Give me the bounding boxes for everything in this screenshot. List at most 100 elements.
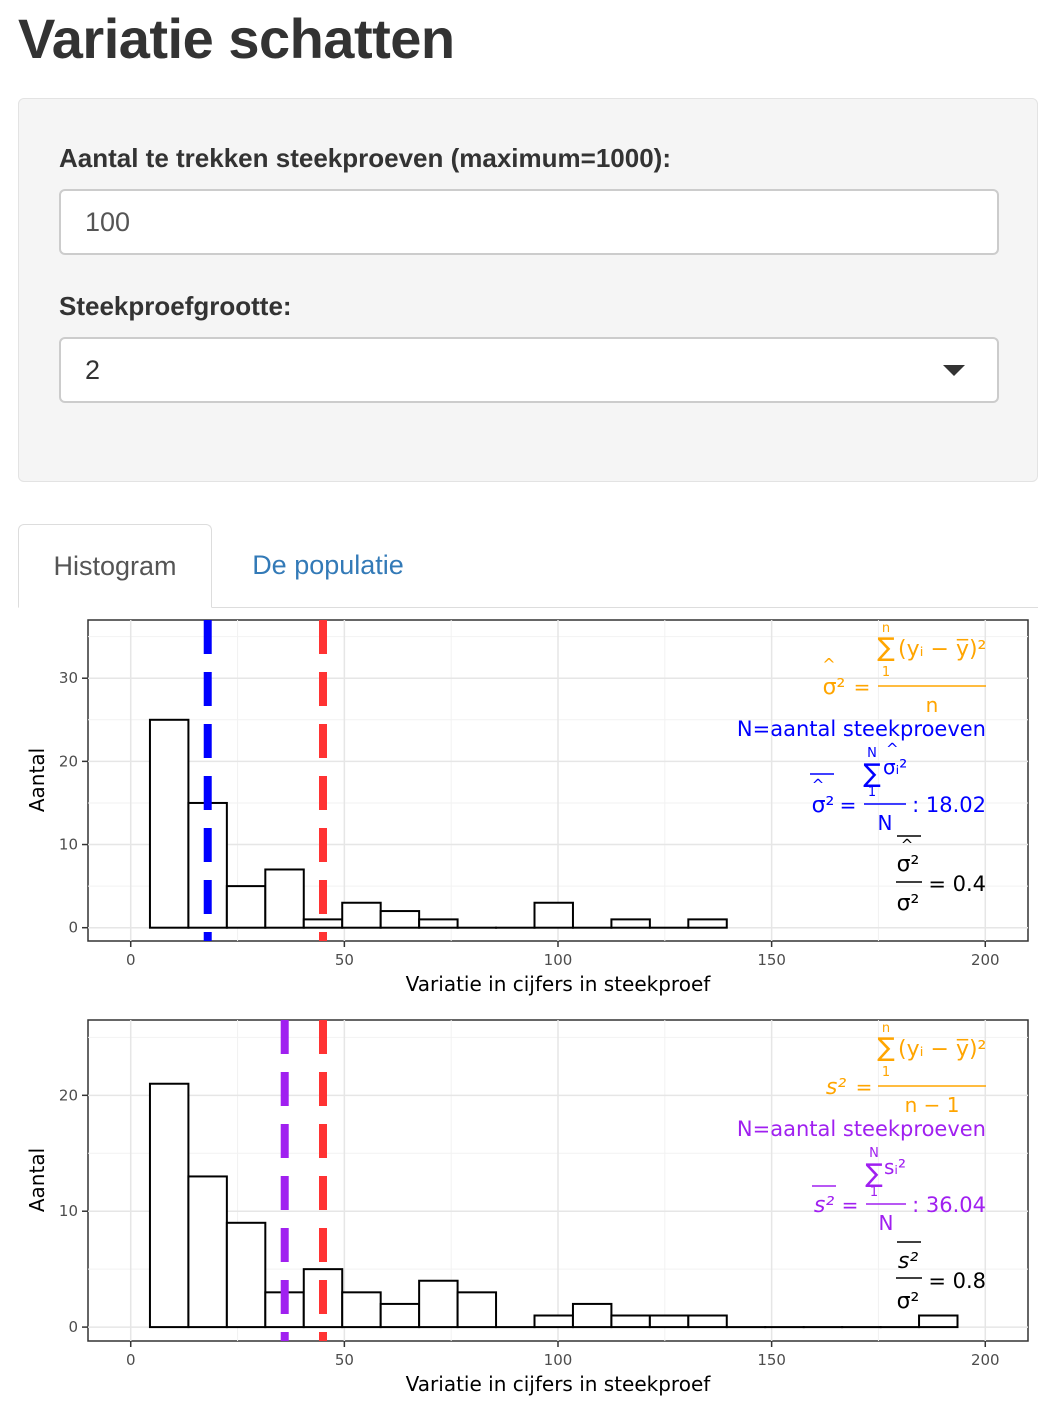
histogram-bar — [918, 1314, 959, 1329]
y-tick-label: 0 — [68, 919, 78, 937]
tab-histogram[interactable]: Histogram — [18, 524, 212, 608]
x-tick-label: 50 — [335, 1351, 354, 1369]
summand: (yᵢ − y̅)² — [898, 637, 986, 662]
reference-lines — [203, 620, 327, 941]
y-tick-label: 10 — [59, 836, 78, 854]
histogram-bar — [687, 918, 728, 929]
histogram-bar — [571, 1302, 613, 1329]
axis-ticks: 0 50 100 150 200 0 10 20 — [59, 1086, 1000, 1369]
ratio-value: = 0.4 — [928, 872, 986, 896]
histogram-s-squared: 0 50 100 150 200 0 10 20 Variatie in cijfers in… — [25, 1019, 1029, 1396]
x-tick-label: 50 — [335, 951, 354, 969]
mean-term: σᵢ² — [883, 755, 907, 779]
summand: (yᵢ − y̅)² — [898, 1037, 986, 1062]
sum-bottom: 1 — [882, 665, 890, 680]
x-tick-label: 100 — [544, 951, 573, 969]
histogram-bar — [341, 901, 382, 929]
y-tick-label: 0 — [68, 1318, 78, 1336]
formula-ratio: s² σ² = 0.8 — [896, 1241, 986, 1314]
formula-estimator: ∑ n 1 (yᵢ − y̅)² n σ² ^ = — [822, 621, 986, 717]
ratio-bottom: σ² — [897, 891, 920, 916]
note-text: N=aantal steekproeven — [737, 717, 986, 741]
sum-symbol: ∑ — [877, 1033, 895, 1063]
equals: = — [842, 1193, 859, 1217]
histogram-bar — [187, 1175, 228, 1329]
sum-top: n — [882, 621, 890, 636]
samples-input[interactable]: 100 — [85, 206, 131, 237]
mean-value: : 36.04 — [912, 1193, 986, 1217]
mean-sum-top: N — [867, 746, 877, 761]
mean-lhs: s² — [814, 1193, 834, 1218]
x-tick-label: 150 — [757, 1351, 786, 1369]
hat-mark: ^ — [901, 836, 914, 854]
x-tick-label: 100 — [544, 1351, 573, 1369]
mean-sum-symbol: ∑ — [865, 1159, 883, 1189]
formula-mean: ∑ N 1 σᵢ² ^ N σ² ^ = : 18.02 — [810, 740, 986, 835]
histogram-bar — [533, 901, 574, 929]
histogram-bar — [418, 918, 459, 929]
histogram-bar — [687, 1314, 728, 1329]
histogram-bar — [148, 1082, 190, 1329]
y-tick-label: 30 — [59, 669, 78, 687]
samples-label: Aantal te trekken steekproeven (maximum=… — [59, 143, 671, 173]
histogram-bar — [225, 1221, 267, 1329]
mean-sum-top: N — [869, 1146, 879, 1161]
histogram-bar — [379, 1302, 421, 1329]
histogram-bar — [148, 718, 190, 929]
histogram-bar — [456, 1291, 498, 1329]
y-axis-label: Aantal — [25, 1148, 49, 1212]
tab-de-populatie[interactable]: De populatie — [252, 550, 404, 580]
lhs: σ² — [823, 675, 846, 700]
histogram-bar — [418, 1279, 459, 1329]
denominator: n — [926, 693, 939, 717]
bars — [148, 1082, 959, 1329]
note-text: N=aantal steekproeven — [737, 1117, 986, 1141]
tab-bar: Histogram De populatie — [18, 524, 1038, 608]
ratio-top: σ² — [897, 852, 920, 877]
mean-lhs: σ² — [812, 793, 835, 818]
histogram-bar — [379, 910, 421, 929]
chevron-down-icon — [943, 365, 965, 376]
sample-size-label: Steekproefgrootte: — [59, 291, 292, 321]
axis-ticks: 0 50 100 150 200 0 10 20 30 — [59, 669, 1000, 969]
histogram-bar — [648, 1314, 690, 1329]
histogram-bar — [533, 1314, 574, 1329]
histogram-bar — [610, 918, 651, 929]
sample-size-value: 2 — [85, 354, 101, 385]
ratio-value: = 0.8 — [928, 1269, 986, 1293]
x-tick-label: 0 — [126, 951, 136, 969]
y-tick-label: 10 — [59, 1202, 78, 1220]
ratio-top: s² — [898, 1249, 918, 1274]
mean-denominator: N — [878, 811, 893, 835]
x-tick-label: 150 — [757, 951, 786, 969]
mean-denominator: N — [879, 1211, 894, 1235]
lhs: s² — [826, 1075, 846, 1100]
mean-sum-symbol: ∑ — [863, 759, 881, 789]
sum-bottom: 1 — [882, 1065, 890, 1080]
mean-sum-bottom: 1 — [870, 1185, 878, 1200]
mean-sum-bottom: 1 — [868, 785, 876, 800]
formula-ratio: σ² ^ σ² = 0.4 — [896, 835, 986, 916]
reference-lines — [280, 1020, 327, 1341]
formula-mean: ∑ N 1 sᵢ² N s² = : 36.04 — [812, 1146, 986, 1235]
equals: = — [856, 1075, 873, 1099]
y-axis-label: Aantal — [25, 748, 49, 812]
hat-mark: ^ — [886, 740, 899, 758]
sum-top: n — [882, 1021, 890, 1036]
histogram-bar — [341, 1291, 382, 1329]
formula-estimator: ∑ n 1 (yᵢ − y̅)² n − 1 s² = — [826, 1021, 987, 1117]
sample-size-select[interactable]: 2 — [59, 337, 999, 403]
denominator: n − 1 — [905, 1093, 960, 1117]
sidebar-panel: Aantal te trekken steekproeven (maximum=… — [18, 98, 1038, 482]
x-tick-label: 200 — [971, 1351, 1000, 1369]
samples-input-wrapper[interactable]: 100 — [59, 189, 999, 255]
hat-mark: ^ — [822, 655, 835, 674]
mean-value: : 18.02 — [912, 793, 986, 817]
equals: = — [840, 793, 857, 817]
histogram-bar — [225, 885, 267, 929]
ratio-bottom: σ² — [897, 1289, 920, 1314]
y-tick-label: 20 — [59, 752, 78, 770]
y-tick-label: 20 — [59, 1086, 78, 1104]
histogram-sigma-hat: 0 50 100 150 200 0 10 20 30 Variatie in cijfers … — [25, 619, 1029, 996]
hat-mark: ^ — [812, 776, 825, 794]
